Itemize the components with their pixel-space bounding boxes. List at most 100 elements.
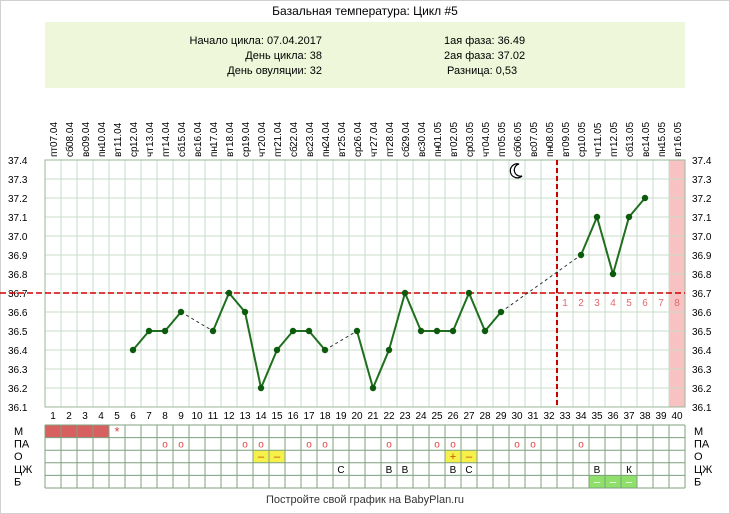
weekday-label: чт bbox=[481, 147, 492, 157]
y-tick-label-left: 37.2 bbox=[8, 194, 28, 205]
weekday-label: ср bbox=[353, 146, 364, 157]
footer-link[interactable]: Постройте свой график на BabyPlan.ru bbox=[265, 494, 465, 506]
intercourse-mark: o bbox=[306, 440, 312, 451]
weekday-label: сб bbox=[288, 146, 300, 157]
weekday-label: пт bbox=[497, 147, 508, 157]
day-number-label: 22 bbox=[383, 411, 395, 422]
day-number-label: 1 bbox=[50, 411, 56, 422]
pregnancy-test-cell bbox=[589, 475, 605, 488]
intercourse-mark: o bbox=[530, 440, 536, 451]
date-label: 19.04 bbox=[241, 122, 252, 147]
temperature-point bbox=[129, 346, 137, 354]
y-tick-label-left: 37.4 bbox=[8, 156, 28, 167]
menstruation-cell bbox=[45, 425, 61, 438]
ovulation-test-cell bbox=[461, 450, 477, 463]
weekday-label: сб bbox=[64, 146, 76, 157]
date-label: 22.04 bbox=[289, 122, 300, 147]
day-number-label: 18 bbox=[319, 411, 331, 422]
day-number-label: 9 bbox=[178, 411, 184, 422]
temperature-line-segment bbox=[372, 349, 390, 389]
temperature-line-segment bbox=[356, 330, 374, 389]
date-label: 07.05 bbox=[529, 122, 540, 147]
day-number-label: 38 bbox=[639, 411, 651, 422]
post-ovulation-day-label: 6 bbox=[642, 298, 648, 309]
ovulation-test-mark: + bbox=[450, 451, 456, 463]
temperature-point bbox=[465, 289, 473, 297]
post-ovulation-day-label: 7 bbox=[658, 298, 664, 309]
date-label: 16.05 bbox=[673, 122, 684, 147]
temperature-line-segment bbox=[596, 216, 614, 275]
day-number-label: 28 bbox=[479, 411, 491, 422]
y-tick-label-right: 36.7 bbox=[692, 289, 712, 300]
menstruation-cell bbox=[61, 425, 77, 438]
y-tick-label-right: 37.3 bbox=[692, 175, 712, 186]
weekday-label: вт bbox=[561, 147, 572, 157]
weekday-label: пн bbox=[657, 146, 668, 157]
date-label: 14.04 bbox=[161, 122, 172, 147]
date-label: 16.04 bbox=[193, 122, 204, 147]
temperature-line-segment bbox=[484, 311, 502, 332]
menstruation-cell bbox=[93, 425, 109, 438]
cervical-fluid-mark: В bbox=[386, 465, 393, 476]
menstruation-mark: * bbox=[114, 424, 119, 439]
weekday-label: пт bbox=[609, 147, 620, 157]
weekday-label: чт bbox=[369, 147, 380, 157]
temperature-point bbox=[417, 327, 425, 335]
intercourse-mark: o bbox=[434, 440, 440, 451]
date-label: 24.04 bbox=[321, 122, 332, 147]
day-number-label: 26 bbox=[447, 411, 459, 422]
date-label: 09.05 bbox=[561, 122, 572, 147]
ovulation-test-cell bbox=[445, 450, 461, 463]
row-label-right: ПА bbox=[694, 439, 710, 451]
day-number-label: 35 bbox=[591, 411, 603, 422]
temperature-line-segment bbox=[228, 292, 246, 313]
intercourse-mark: o bbox=[162, 440, 168, 451]
intercourse-mark: o bbox=[450, 440, 456, 451]
weekday-label: пн bbox=[321, 146, 332, 157]
date-label: 23.04 bbox=[305, 122, 316, 147]
weekday-label: пт bbox=[385, 147, 396, 157]
temperature-line-segment bbox=[404, 292, 422, 332]
date-label: 08.05 bbox=[545, 122, 556, 147]
day-number-label: 12 bbox=[223, 411, 235, 422]
ovulation-test-mark: – bbox=[258, 451, 265, 463]
day-number-label: 25 bbox=[431, 411, 443, 422]
weekday-label: пт bbox=[49, 147, 60, 157]
ovulation-test-cell bbox=[269, 450, 285, 463]
temperature-point bbox=[401, 289, 409, 297]
day-number-label: 40 bbox=[671, 411, 683, 422]
day-number-label: 13 bbox=[239, 411, 251, 422]
weekday-label: ср bbox=[241, 146, 252, 157]
post-ovulation-day-label: 3 bbox=[594, 298, 600, 309]
today-column bbox=[669, 160, 685, 407]
day-number-label: 21 bbox=[367, 411, 379, 422]
weekday-label: вс bbox=[529, 147, 540, 157]
y-tick-label-left: 36.1 bbox=[8, 403, 28, 414]
temperature-point bbox=[209, 327, 217, 335]
pregnancy-test-mark: – bbox=[626, 476, 633, 488]
day-number-label: 24 bbox=[415, 411, 427, 422]
temperature-line-segment bbox=[212, 292, 230, 332]
temperature-line-segment bbox=[580, 216, 598, 256]
date-label: 10.05 bbox=[577, 122, 588, 147]
row-label-right: Б bbox=[694, 476, 701, 488]
temperature-point bbox=[273, 346, 281, 354]
temperature-line-segment bbox=[468, 292, 486, 332]
date-label: 27.04 bbox=[369, 122, 380, 147]
y-tick-label-left: 36.7 bbox=[8, 289, 28, 300]
weekday-label: вс bbox=[305, 147, 316, 157]
temperature-point bbox=[225, 289, 233, 297]
date-label: 18.04 bbox=[225, 122, 236, 147]
day-number-label: 15 bbox=[271, 411, 283, 422]
y-tick-label-right: 36.8 bbox=[692, 270, 712, 281]
date-label: 20.04 bbox=[257, 122, 268, 147]
chart-title: Базальная температура: Цикл #5 bbox=[272, 4, 458, 18]
date-label: 14.05 bbox=[641, 122, 652, 147]
cycle-day: День цикла: 38 bbox=[245, 50, 322, 62]
weekday-label: сб bbox=[512, 146, 524, 157]
cervical-fluid-mark: К bbox=[626, 465, 632, 476]
weekday-label: пн bbox=[545, 146, 556, 157]
weekday-label: вс bbox=[193, 147, 204, 157]
weekday-label: пт bbox=[273, 147, 284, 157]
date-label: 07.04 bbox=[49, 122, 60, 147]
